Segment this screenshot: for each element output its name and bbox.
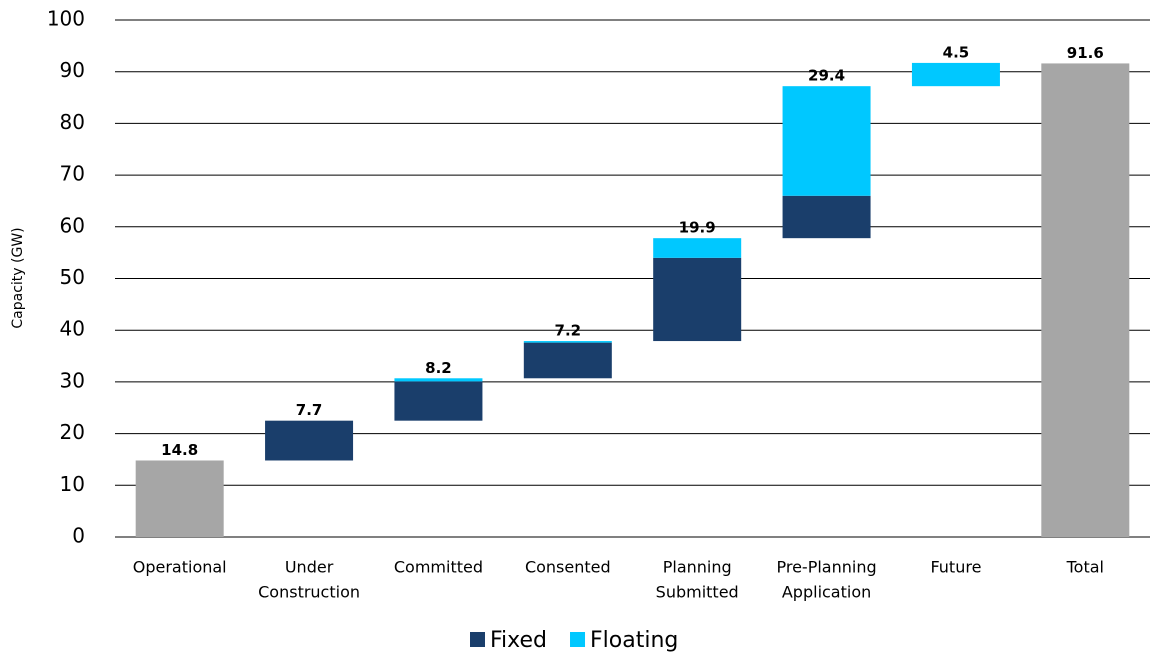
legend-swatch [470,632,485,647]
y-tick-label: 30 [60,368,85,392]
legend-label: Floating [590,628,678,653]
y-tick-label: 60 [60,213,85,237]
x-tick-label: Pre-Planning [776,558,876,577]
x-tick-label: Submitted [656,583,739,602]
data-label: 4.5 [943,43,970,61]
bar-segment [782,195,871,239]
total-bar [1041,63,1130,537]
data-label: 8.2 [425,359,452,377]
y-tick-label: 40 [60,317,85,341]
y-tick-label: 80 [60,110,85,134]
bar-segment [782,86,871,196]
x-tick-label: Committed [394,558,483,577]
bar-segment [911,62,1000,87]
x-tick-label: Total [1066,558,1104,577]
y-tick-label: 100 [47,7,85,31]
legend: Fixed Floating [470,628,678,653]
x-tick-label: Future [930,558,981,577]
y-tick-label: 20 [60,420,85,444]
bar-segment [653,257,742,342]
y-tick-label: 90 [60,58,85,82]
x-tick-label: Application [782,583,871,602]
legend-label: Fixed [490,628,547,653]
bar-segment [265,420,354,461]
x-tick-label: Construction [258,583,360,602]
y-tick-label: 0 [72,524,85,548]
x-tick-label: Planning [663,558,732,577]
x-tick-label: Consented [525,558,611,577]
data-label: 7.2 [555,322,582,340]
bar-segment [394,381,483,421]
y-axis-label: Capacity (GW) [10,227,26,328]
y-tick-label: 50 [60,265,85,289]
bar-segment [653,238,742,258]
bar-segment [394,378,483,382]
x-tick-label: Operational [133,558,227,577]
x-tick-label: Under [285,558,334,577]
bar-segment [523,341,612,343]
legend-swatch [570,632,586,647]
data-label: 91.6 [1067,44,1104,62]
data-label: 19.9 [679,219,716,237]
y-tick-label: 10 [60,472,85,496]
data-label: 7.7 [296,401,323,419]
y-tick-label: 70 [60,162,85,186]
total-bar [135,460,224,537]
bar-segment [523,342,612,379]
data-label: 29.4 [808,67,845,85]
data-label: 14.8 [161,441,198,459]
